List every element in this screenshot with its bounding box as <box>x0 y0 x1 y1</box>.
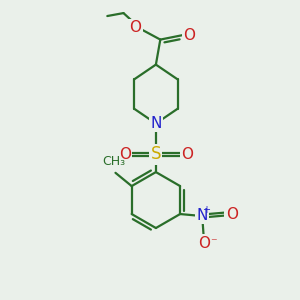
Text: O: O <box>129 20 141 35</box>
Text: N: N <box>196 208 208 223</box>
Text: ⁻: ⁻ <box>210 237 217 250</box>
Text: O: O <box>183 28 195 43</box>
Text: N: N <box>150 116 162 131</box>
Text: O: O <box>226 206 238 221</box>
Text: S: S <box>151 146 161 164</box>
Text: O: O <box>119 147 131 162</box>
Text: O: O <box>198 236 210 251</box>
Text: CH₃: CH₃ <box>102 155 126 168</box>
Text: O: O <box>181 147 193 162</box>
Text: +: + <box>202 205 210 215</box>
